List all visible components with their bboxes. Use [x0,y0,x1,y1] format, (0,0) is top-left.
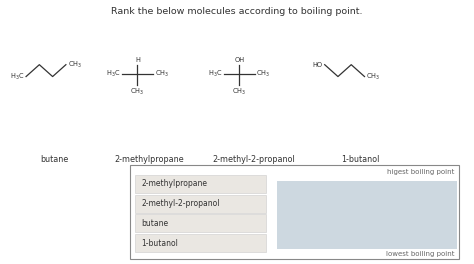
Text: H: H [135,56,140,63]
Text: $\rm CH_3$: $\rm CH_3$ [68,60,82,70]
Text: $\rm H_3C$: $\rm H_3C$ [106,69,120,79]
Text: 2-methyl-2-propanol: 2-methyl-2-propanol [141,199,220,208]
Bar [135,234,266,252]
Text: lowest boiling point: lowest boiling point [385,251,454,257]
Text: 1-butanol: 1-butanol [341,155,379,164]
Text: 1-butanol: 1-butanol [141,239,178,248]
Text: butane: butane [40,155,69,164]
Text: Rank the below molecules according to boiling point.: Rank the below molecules according to bo… [111,7,363,16]
Bar [277,181,457,249]
Text: 2-methyl-2-propanol: 2-methyl-2-propanol [212,155,295,164]
Text: $\rm H_3C$: $\rm H_3C$ [208,69,222,79]
Text: butane: butane [141,219,168,228]
Text: $\rm H_3C$: $\rm H_3C$ [10,72,24,82]
Bar [135,195,266,213]
Text: $\rm CH_3$: $\rm CH_3$ [155,69,169,79]
Bar [135,214,266,232]
Text: higest boiling point: higest boiling point [387,169,454,175]
Text: 2-methylpropane: 2-methylpropane [141,179,207,188]
Text: 2-methylpropane: 2-methylpropane [115,155,184,164]
Bar [135,175,266,193]
Text: $\rm CH_3$: $\rm CH_3$ [232,87,246,97]
Text: $\rm CH_3$: $\rm CH_3$ [130,87,145,97]
Text: $\rm CH_3$: $\rm CH_3$ [366,72,381,82]
Text: OH: OH [234,56,245,63]
Text: $\rm CH_3$: $\rm CH_3$ [256,69,271,79]
Bar [130,165,459,259]
Text: HO: HO [313,62,323,68]
